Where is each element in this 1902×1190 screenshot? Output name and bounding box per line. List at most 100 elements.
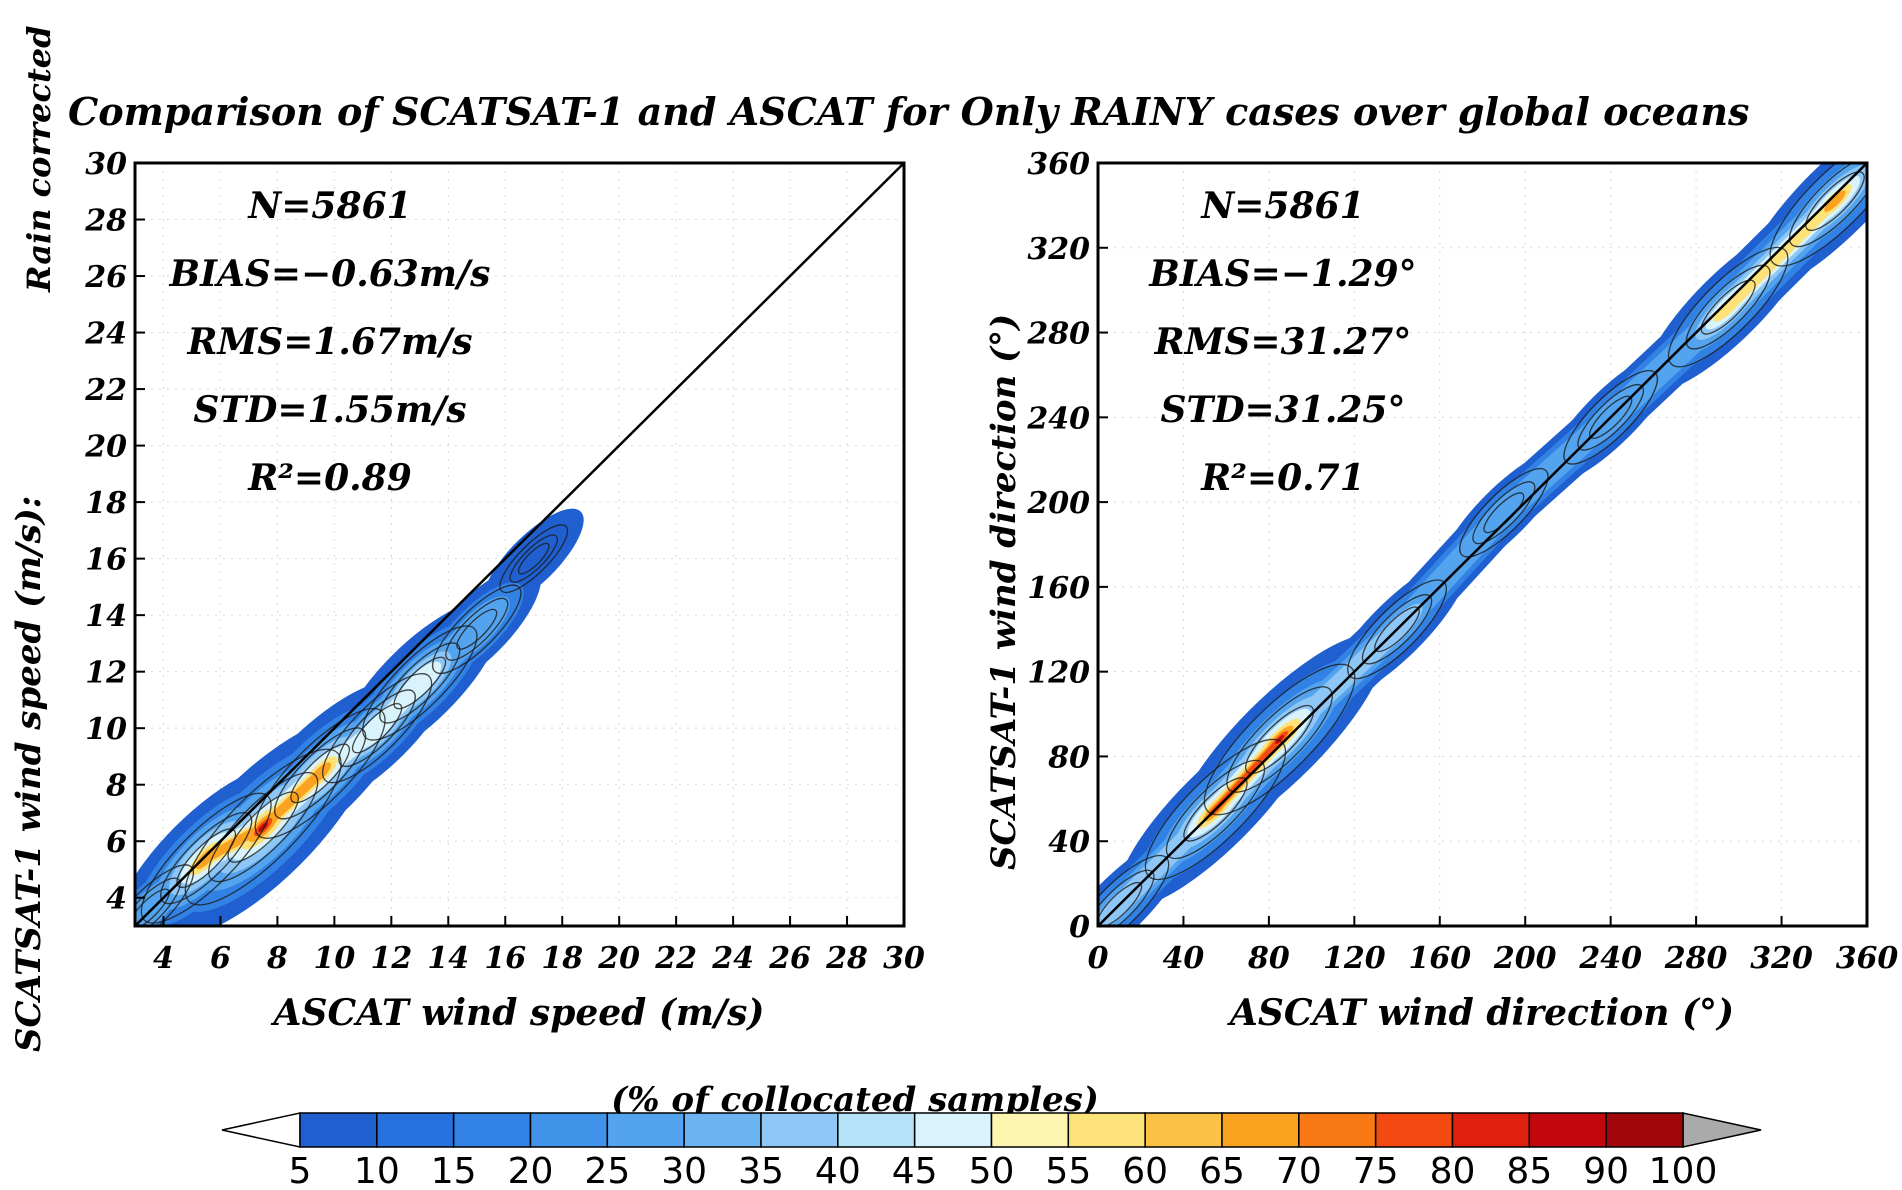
colorbar-label: 50: [969, 1151, 1015, 1190]
direction-x-axis-label: ASCAT wind direction (°): [1227, 992, 1734, 1034]
density-contour-line: [208, 771, 319, 883]
density-contour-blob: [1275, 735, 1284, 744]
y-tick-label: 160: [1027, 571, 1090, 606]
y-tick-label: 280: [1026, 317, 1090, 352]
y-tick-label: 28: [84, 204, 127, 239]
density-contour-line: [254, 707, 386, 839]
colorbar-swatch: [529, 1112, 609, 1148]
stat-line: RMS=1.67m/s: [186, 321, 472, 363]
x-tick-label: 40: [1163, 941, 1205, 976]
x-tick-label: 20: [597, 941, 640, 976]
y-tick-label: 22: [84, 373, 127, 408]
x-tick-label: 10: [313, 941, 355, 976]
x-tick-label: 240: [1578, 941, 1642, 976]
speed-axis-ticks: 4 6 8 10 12 14 16 18 20 22 24 26 28 30468101214161820…: [84, 147, 925, 976]
colorbar-swatch: [1605, 1112, 1684, 1148]
x-tick-label: 8: [266, 941, 288, 976]
stat-line: N=5861: [1200, 185, 1364, 227]
density-contour-line: [135, 888, 170, 926]
colorbar-label: 30: [661, 1151, 707, 1190]
speed-x-axis-label: ASCAT wind speed (m/s): [271, 992, 765, 1034]
y-tick-label: 240: [1026, 401, 1090, 436]
speed-plot-frame: [133, 161, 906, 928]
y-tick-label: 14: [85, 599, 127, 634]
density-contour-line: [1685, 264, 1771, 350]
y-tick-label: 320: [1027, 232, 1090, 267]
y-tick-label: 8: [105, 769, 127, 804]
density-contour-line: [351, 703, 403, 754]
colorbar-label: 40: [815, 1151, 861, 1190]
colorbar-label: 70: [1276, 1151, 1322, 1190]
y-tick-label: 18: [85, 486, 127, 521]
colorbar-label: 85: [1506, 1151, 1552, 1190]
density-contour-line: [274, 727, 367, 820]
colorbar-swatch: [1298, 1112, 1377, 1148]
density-contour-band: [201, 822, 268, 863]
y-tick-label: 360: [1027, 147, 1090, 182]
x-tick-label: 14: [427, 941, 469, 976]
y-tick-label: 6: [106, 825, 127, 860]
density-contour-line: [1226, 686, 1333, 793]
density-contour-line: [321, 673, 433, 784]
x-tick-label: 30: [883, 941, 925, 976]
y-tick-label: 4: [106, 882, 127, 917]
density-contour-line: [509, 534, 558, 583]
density-contour-line: [362, 625, 478, 741]
speed-y-axis-label: SCATSAT-1 wind speed (m/s):: [9, 496, 49, 1052]
y-tick-label: 200: [1026, 486, 1090, 521]
colorbar-label: 15: [431, 1151, 477, 1190]
y-tick-label: 20: [84, 430, 127, 465]
colorbar-under-arrow: [221, 1112, 301, 1148]
x-tick-label: 4: [153, 941, 174, 976]
density-contour-line: [499, 524, 569, 594]
x-tick-label: 18: [541, 941, 583, 976]
speed-panel: 4 6 8 10 12 14 16 18 20 22 24 26 28 30468101214161820…: [84, 147, 925, 1034]
colorbar-swatch: [760, 1112, 839, 1148]
y-tick-label: 80: [1047, 740, 1090, 775]
x-tick-label: 0: [1088, 941, 1109, 976]
colorbar: 5 10 15 20 25 30 35 40 45 50 55 60 65 70 75 80 85 90 100: [221, 1112, 1762, 1190]
x-tick-label: 22: [654, 941, 697, 976]
density-contour-line: [445, 597, 509, 661]
density-contour-line: [1203, 663, 1356, 816]
direction-stats-block: N=5861 BIAS=−1.29° RMS=31.27° STD=31.25° R²=…: [1148, 185, 1416, 499]
colorbar-label: 20: [508, 1151, 554, 1190]
colorbar-swatch: [376, 1112, 455, 1148]
density-contour-line: [160, 812, 253, 905]
colorbar-swatch: [990, 1112, 1070, 1148]
y-tick-label: 40: [1048, 825, 1090, 860]
colorbar-label: 75: [1353, 1151, 1399, 1190]
y-tick-label: 30: [85, 147, 127, 182]
colorbar-label: 35: [738, 1151, 784, 1190]
colorbar-swatch: [683, 1112, 762, 1148]
y-tick-label: 26: [84, 260, 127, 295]
y-tick-label: 120: [1027, 656, 1090, 691]
colorbar-swatch: [1221, 1112, 1300, 1148]
stat-line: BIAS=−1.29°: [1148, 253, 1416, 295]
density-contour-line: [184, 748, 342, 906]
density-contour-line: [393, 656, 447, 710]
density-contour-line: [1459, 467, 1549, 558]
x-tick-label: 16: [484, 941, 526, 976]
density-contour-line: [140, 792, 272, 924]
stat-line: STD=31.25°: [1161, 389, 1406, 431]
colorbar-label: 45: [892, 1151, 938, 1190]
colorbar-swatch: [606, 1112, 685, 1148]
x-tick-label: 160: [1408, 941, 1471, 976]
stat-line: N=5861: [247, 185, 411, 227]
one-to-one-line: [1098, 163, 1867, 926]
density-contour-band: [1722, 195, 1841, 313]
x-tick-label: 12: [370, 941, 412, 976]
direction-plot-frame: [1096, 161, 1869, 928]
colorbar-swatch: [299, 1112, 378, 1148]
colorbar-swatch: [1067, 1112, 1146, 1148]
colorbar-label: 25: [584, 1151, 630, 1190]
colorbar-label: 90: [1583, 1151, 1629, 1190]
density-contour-line: [456, 608, 498, 650]
colorbar-label: 10: [354, 1151, 400, 1190]
rain-corrected-label: Rain corrected: [20, 25, 58, 293]
density-contour-band: [1491, 405, 1623, 525]
density-contour-blob: [1824, 190, 1846, 212]
colorbar-swatch: [1374, 1112, 1454, 1148]
stat-line: BIAS=−0.63m/s: [169, 253, 491, 295]
